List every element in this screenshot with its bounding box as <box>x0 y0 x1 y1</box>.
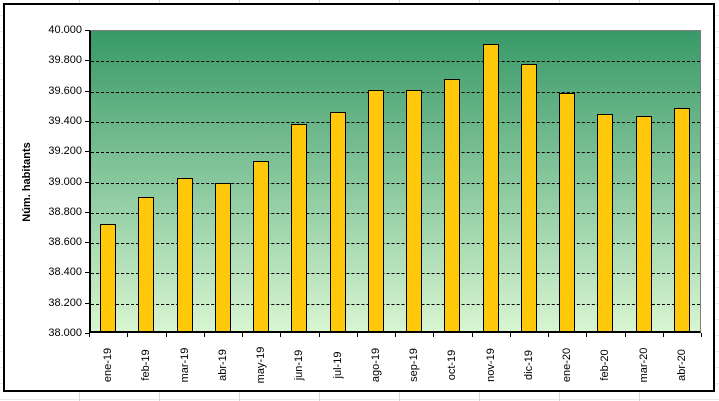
x-tickmark <box>166 333 167 337</box>
bar-feb-19[interactable] <box>138 197 154 331</box>
x-tickmark <box>472 333 473 337</box>
gridline <box>91 183 700 184</box>
y-tickmark <box>85 242 90 243</box>
y-tick-label: 39.200 <box>48 145 82 157</box>
bar-jul-19[interactable] <box>330 112 346 331</box>
y-tickmark <box>85 212 90 213</box>
y-tickmark <box>85 121 90 122</box>
y-tick-label: 38.200 <box>48 297 82 309</box>
y-tick-label: 39.400 <box>48 115 82 127</box>
bar-abr-20[interactable] <box>674 108 690 331</box>
x-tick-label: ago-19 <box>370 347 382 383</box>
x-tick-label: jun-19 <box>293 349 305 381</box>
x-tickmark <box>280 333 281 337</box>
x-tickmark <box>586 333 587 337</box>
bar-nov-19[interactable] <box>483 44 499 331</box>
bar-mar-19[interactable] <box>177 178 193 331</box>
y-tick-label: 39.800 <box>48 54 82 66</box>
x-tick-label: nov-19 <box>485 348 497 382</box>
gridline <box>91 92 700 93</box>
x-tick-label: feb-19 <box>140 349 152 381</box>
x-tickmark <box>701 333 702 337</box>
x-tickmark <box>127 333 128 337</box>
bar-may-19[interactable] <box>253 161 269 331</box>
y-tick-label: 38.000 <box>48 327 82 339</box>
chart-object[interactable]: Núm. habitants 38.000 38.200 38.400 38.600 3… <box>3 3 715 392</box>
bar-abr-19[interactable] <box>215 183 231 331</box>
x-tick-label: sep-19 <box>408 348 420 382</box>
x-tickmark <box>357 333 358 337</box>
gridline <box>91 273 700 274</box>
x-tickmark <box>510 333 511 337</box>
y-tickmark <box>85 182 90 183</box>
y-tickmark <box>85 303 90 304</box>
y-tickmark <box>85 333 90 334</box>
y-tickmark <box>85 272 90 273</box>
y-tick-label: 39.000 <box>48 176 82 188</box>
x-tickmark <box>395 333 396 337</box>
gridline <box>91 61 700 62</box>
bar-ene-20[interactable] <box>559 93 575 331</box>
bar-ene-19[interactable] <box>100 224 116 331</box>
gridline <box>91 152 700 153</box>
gridline <box>91 122 700 123</box>
gridline <box>91 213 700 214</box>
plot-area <box>89 30 701 333</box>
x-tickmark <box>625 333 626 337</box>
y-tick-label: 39.600 <box>48 85 82 97</box>
y-tick-label: 38.400 <box>48 266 82 278</box>
bar-oct-19[interactable] <box>444 79 460 331</box>
x-tickmark <box>242 333 243 337</box>
bar-mar-20[interactable] <box>636 116 652 331</box>
x-tick-label: ene-19 <box>102 347 114 383</box>
y-tick-label: 38.600 <box>48 236 82 248</box>
x-tick-label: oct-19 <box>446 349 458 381</box>
y-tickmark <box>85 151 90 152</box>
x-tick-label: abr-20 <box>676 349 688 381</box>
x-tick-label: may-19 <box>255 346 267 384</box>
x-tick-label: jul-19 <box>332 351 344 379</box>
bar-dic-19[interactable] <box>521 64 537 331</box>
x-tickmark <box>89 333 90 337</box>
x-tickmark <box>548 333 549 337</box>
y-tick-label: 38.800 <box>48 206 82 218</box>
x-tickmark <box>433 333 434 337</box>
gridline <box>91 304 700 305</box>
x-tickmark <box>663 333 664 337</box>
x-tick-label: mar-20 <box>638 347 650 383</box>
x-tick-label: feb-20 <box>599 349 611 381</box>
bar-ago-19[interactable] <box>368 90 384 331</box>
x-tickmark <box>319 333 320 337</box>
x-tick-label: ene-20 <box>561 347 573 383</box>
x-tick-label: abr-19 <box>217 349 229 381</box>
y-tickmark <box>85 60 90 61</box>
y-tickmark <box>85 91 90 92</box>
bar-jun-19[interactable] <box>291 124 307 331</box>
gridline <box>91 243 700 244</box>
x-axis: ene-19 feb-19 mar-19 abr-19 may-19 jun-19 jul-… <box>89 338 701 393</box>
x-tickmark <box>204 333 205 337</box>
y-axis: 38.000 38.200 38.400 38.600 38.800 39.000 39.2… <box>5 25 82 339</box>
bar-feb-20[interactable] <box>597 114 613 331</box>
bar-sep-19[interactable] <box>406 90 422 331</box>
y-tickmark <box>85 30 90 31</box>
y-tick-label: 40.000 <box>48 24 82 36</box>
x-tick-label: mar-19 <box>179 347 191 383</box>
x-tick-label: dic-19 <box>523 350 535 380</box>
